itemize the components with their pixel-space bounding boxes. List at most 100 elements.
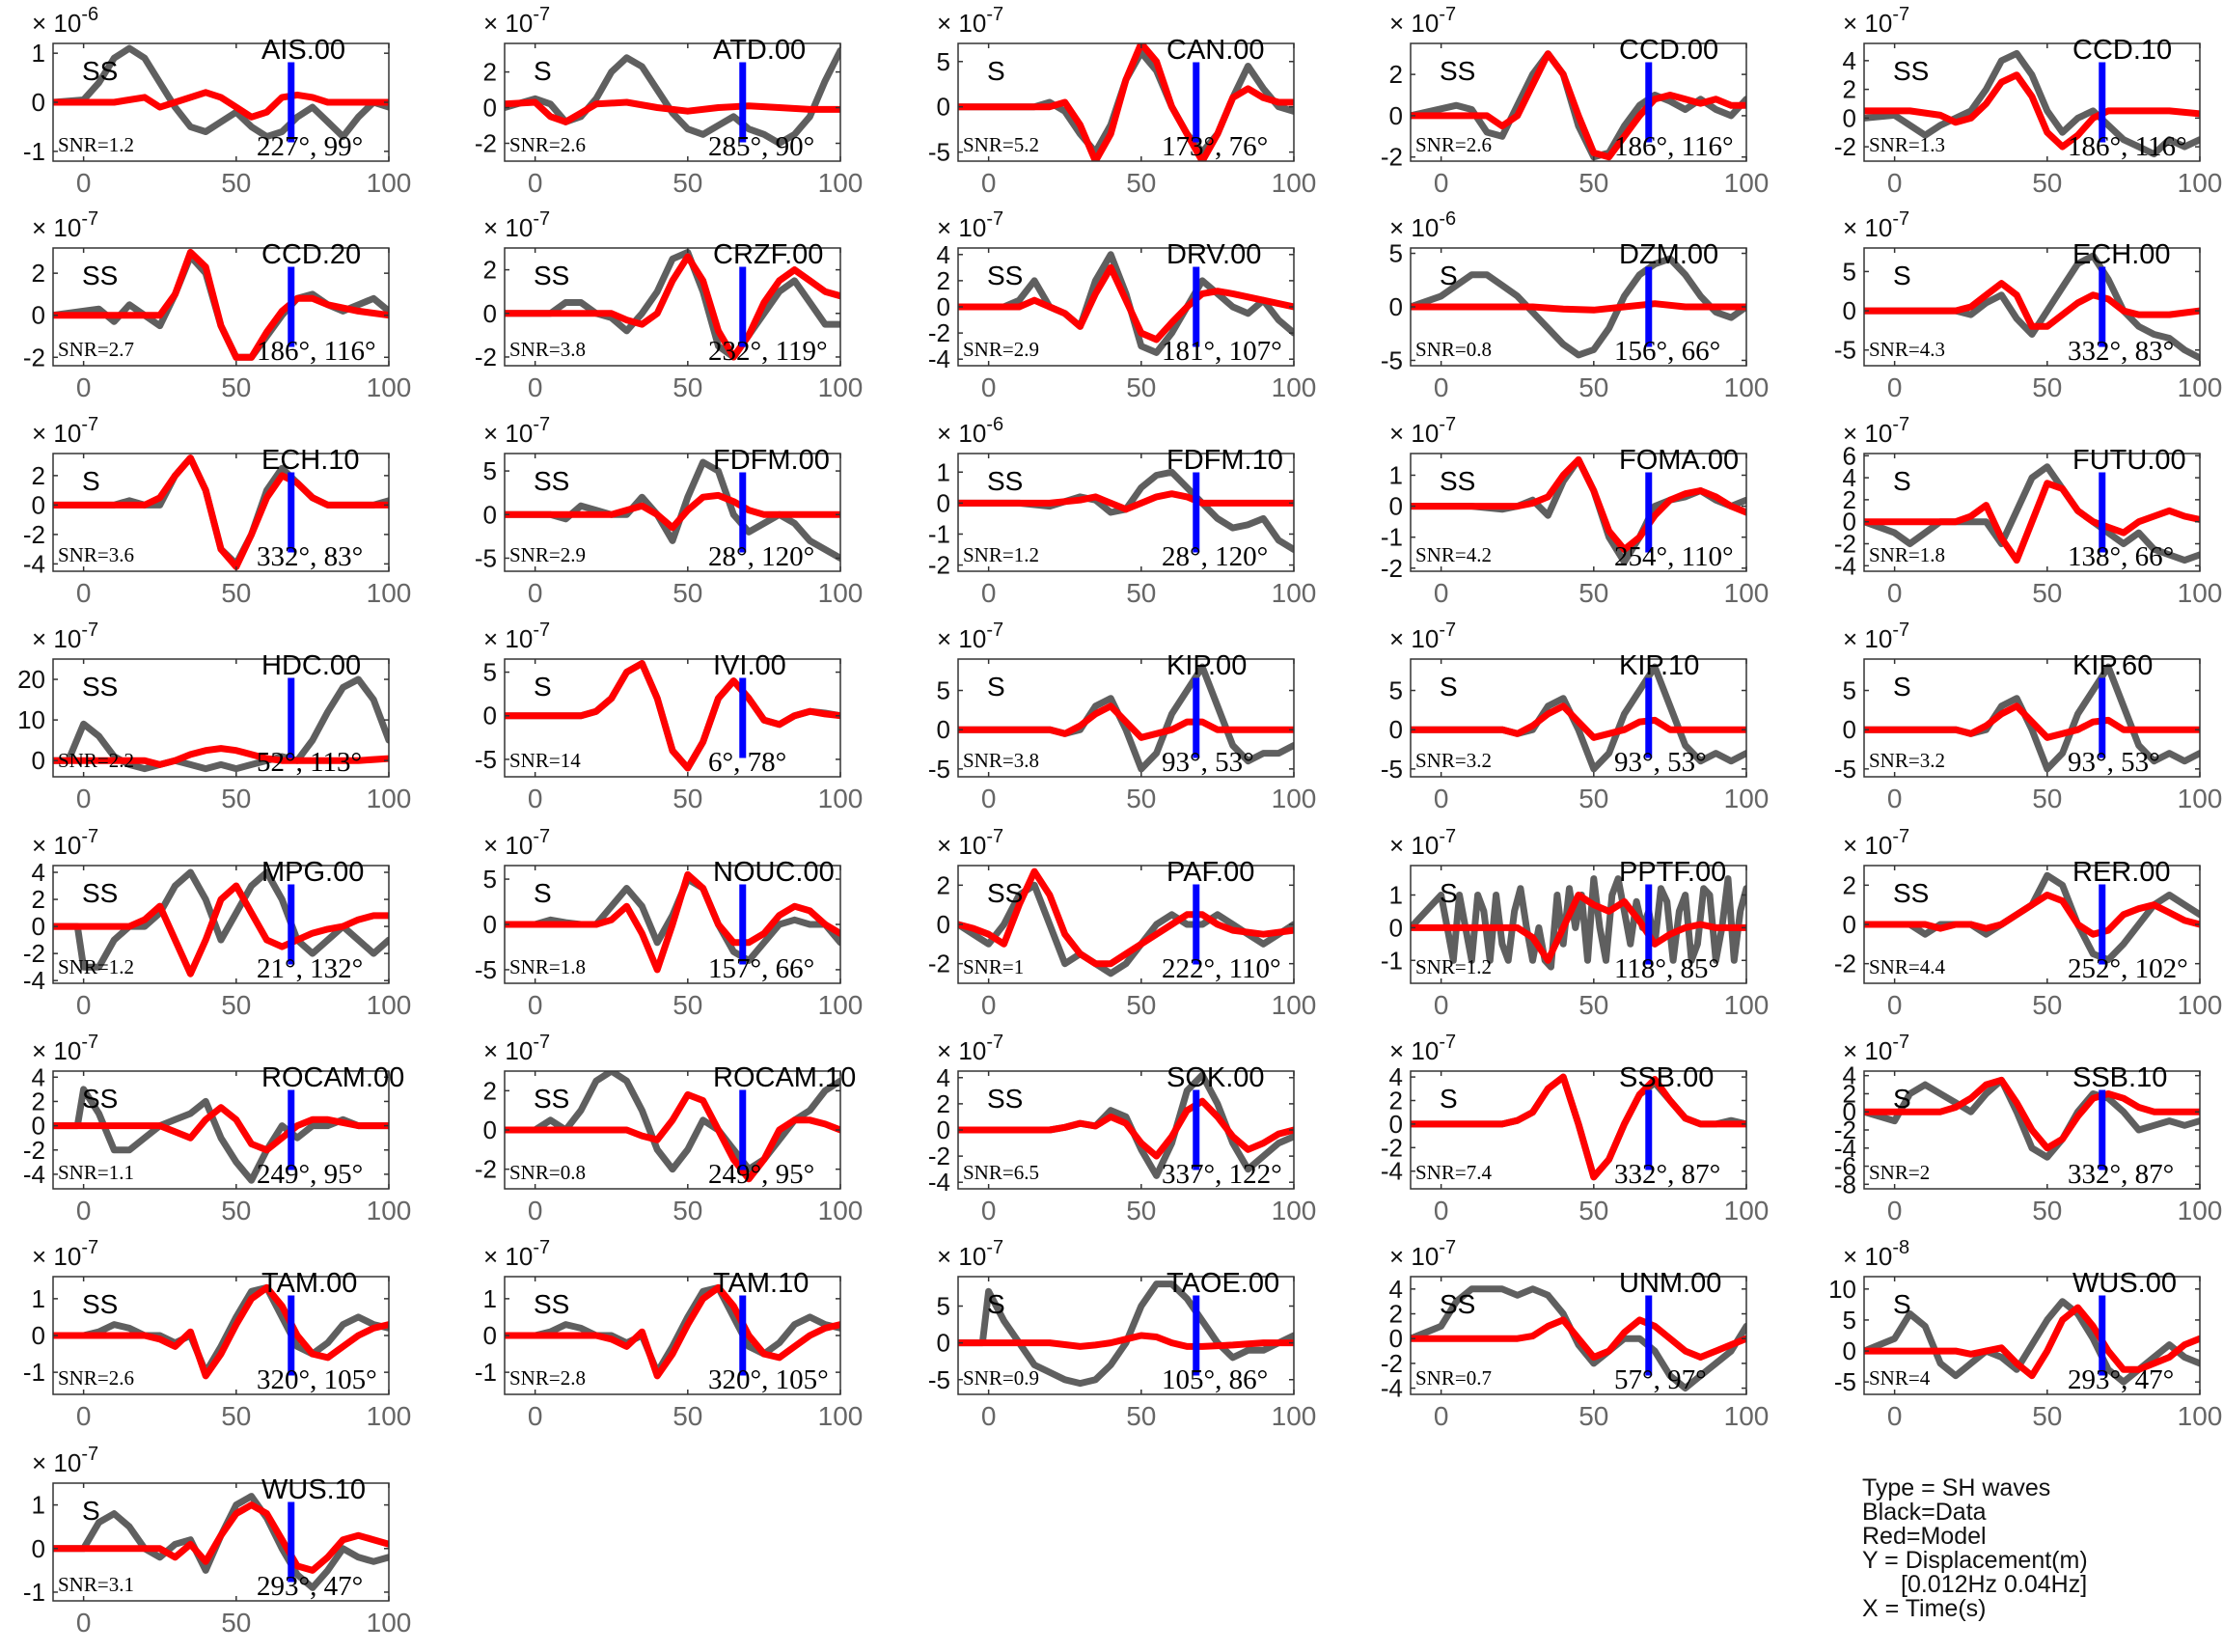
y-tick-label: -4	[1834, 1134, 1856, 1163]
subplot-ais-00: 0 50 100 -1 0 1× 10-6 SS AIS.00 SNR=1.2 227°, 99°	[23, 4, 411, 198]
y-tick-label: 1	[1389, 881, 1403, 910]
station-label: CRZF.00	[713, 239, 823, 270]
y-tick-label: -1	[23, 1578, 45, 1607]
y-exponent-label: × 10-7	[483, 620, 550, 653]
y-tick-label: 1	[937, 457, 950, 486]
axes-box	[1410, 453, 1747, 572]
x-tick-label: 100	[1724, 1196, 1770, 1225]
azimuth-distance-label: 186°, 116°	[257, 336, 376, 367]
y-exponent-label: × 10-7	[937, 4, 1003, 38]
snr-label: SNR=1.2	[58, 955, 134, 978]
y-tick-label: 2	[937, 870, 950, 899]
y-tick-label: -1	[475, 1358, 497, 1387]
station-label: CAN.00	[1166, 35, 1265, 66]
y-tick-label: 1	[32, 39, 45, 68]
x-tick-label: 50	[221, 1196, 251, 1225]
azimuth-distance-label: 105°, 86°	[1162, 1364, 1268, 1395]
model-trace	[1411, 1073, 1746, 1181]
x-tick-label: 50	[1578, 1196, 1608, 1225]
legend-y: Y = Displacement(m)	[1862, 1547, 2088, 1574]
x-tick-label: 50	[1578, 784, 1608, 813]
axes-box	[52, 1070, 390, 1190]
model-trace	[1411, 300, 1746, 314]
snr-label: SNR=0.8	[509, 1161, 586, 1184]
snr-label: SNR=5.2	[963, 133, 1039, 156]
x-tick-label: 50	[1578, 990, 1608, 1020]
x-tick-label: 50	[1126, 990, 1156, 1020]
y-tick-label: 0	[32, 1321, 45, 1350]
phase-label: SS	[1440, 1289, 1475, 1319]
y-exponent-label: × 10-6	[1389, 208, 1456, 242]
subplot-atd-00: 0 50 100 -2 0 2 × 10-7 S ATD.00 SNR=2.6 285°, 90°	[475, 4, 863, 198]
x-tick-label: 100	[1272, 168, 1317, 198]
x-tick-label: 100	[367, 1608, 412, 1638]
x-tick-label: 100	[367, 372, 412, 402]
y-tick-label: 4	[1843, 46, 1856, 75]
y-tick-label: -5	[1834, 1367, 1856, 1396]
y-tick-label: -1	[1381, 523, 1403, 552]
y-exponent-label: × 10-7	[32, 1032, 98, 1065]
x-tick-label: 50	[2032, 1401, 2062, 1431]
azimuth-distance-label: 293°, 47°	[2068, 1364, 2174, 1395]
azimuth-distance-label: 181°, 107°	[1162, 336, 1282, 367]
y-tick-label: 0	[1843, 1336, 1856, 1365]
y-tick-label: -4	[1381, 1157, 1403, 1186]
subplot-rocam-10: 0 50 100 -2 0 2 × 10-7 SS ROCAM.10 SNR=0.8 249°, 9…	[475, 1032, 863, 1225]
y-tick-label: -2	[1834, 950, 1856, 978]
y-tick-label: 0	[483, 702, 497, 730]
x-tick-label: 100	[2178, 990, 2223, 1020]
station-label: IVI.00	[713, 650, 786, 681]
axes-box	[52, 453, 390, 572]
x-tick-label: 0	[981, 372, 997, 402]
axes-box	[52, 658, 390, 778]
y-tick-label: 0	[937, 1329, 950, 1358]
phase-label: SS	[534, 1289, 569, 1319]
phase-label: S	[534, 56, 552, 86]
subplot-nouc-00: 0 50 100 -5 0 5 × 10-7 S NOUC.00 SNR=1.8 157°, 66°	[475, 826, 863, 1020]
y-exponent-label: × 10-7	[1843, 1032, 1909, 1065]
snr-label: SNR=0.9	[963, 1366, 1039, 1390]
y-exponent-label: × 10-7	[1843, 414, 1909, 448]
y-exponent-label: × 10-7	[937, 1237, 1003, 1271]
station-label: FDFM.00	[713, 445, 830, 476]
x-tick-label: 50	[221, 784, 251, 813]
x-tick-label: 100	[367, 990, 412, 1020]
station-label: RER.00	[2072, 857, 2171, 888]
azimuth-distance-label: 285°, 90°	[708, 131, 814, 162]
phase-label: SS	[82, 878, 118, 908]
station-label: CCD.10	[2072, 35, 2172, 66]
x-tick-label: 100	[2178, 372, 2223, 402]
y-exponent-label: × 10-7	[483, 4, 550, 38]
snr-label: SNR=1.3	[1869, 133, 1945, 156]
y-tick-label: 0	[1389, 913, 1403, 942]
snr-label: SNR=3.1	[58, 1573, 134, 1596]
phase-label: SS	[82, 1084, 118, 1114]
azimuth-distance-label: 28°, 120°	[1162, 541, 1268, 572]
y-tick-label: 0	[32, 912, 45, 941]
snr-label: SNR=0.8	[1415, 338, 1492, 361]
x-tick-label: 100	[1272, 1401, 1317, 1431]
y-tick-label: -4	[23, 1160, 45, 1189]
y-tick-label: 0	[1389, 715, 1403, 744]
phase-label: S	[82, 466, 100, 496]
x-tick-label: 0	[76, 1608, 92, 1638]
snr-label: SNR=4.4	[1869, 955, 1945, 978]
y-tick-label: 0	[32, 1534, 45, 1563]
station-label: AIS.00	[261, 35, 345, 66]
y-tick-label: -2	[1381, 554, 1403, 583]
x-tick-label: 50	[1126, 168, 1156, 198]
azimuth-distance-label: 337°, 122°	[1162, 1159, 1282, 1190]
model-trace	[53, 454, 389, 570]
legend-band: [0.012Hz 0.04Hz]	[1901, 1571, 2088, 1598]
station-label: SSB.00	[1619, 1062, 1714, 1093]
data-trace	[505, 458, 840, 562]
axes-box	[957, 42, 1295, 162]
y-tick-label: 5	[937, 47, 950, 76]
y-tick-label: -2	[23, 1136, 45, 1165]
y-tick-label: -5	[1834, 755, 1856, 784]
y-tick-label: 2	[1389, 60, 1403, 89]
y-tick-label: 4	[1389, 1275, 1403, 1304]
